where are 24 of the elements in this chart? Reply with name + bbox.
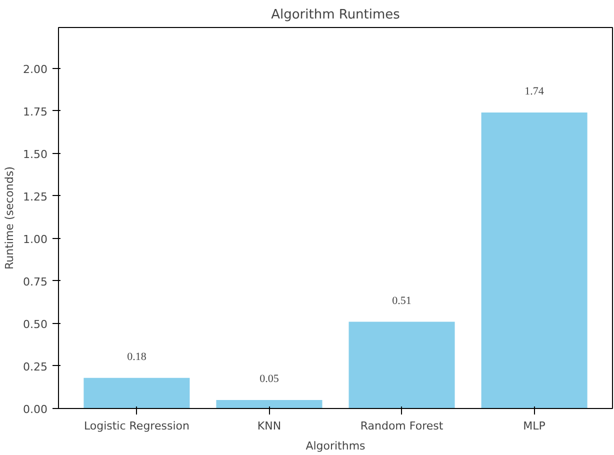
y-tick-label: 0.25	[23, 360, 48, 374]
y-tick-label: 2.00	[23, 62, 48, 76]
data-label: 0.05	[260, 372, 280, 385]
bar	[216, 400, 322, 408]
x-tick-label: KNN	[257, 420, 282, 432]
x-tick-label: MLP	[523, 420, 546, 432]
y-tick-label: 1.00	[23, 232, 48, 246]
y-axis-title: Runtime (seconds)	[3, 166, 16, 270]
y-tick-label: 1.25	[23, 190, 48, 204]
y-tick-label: 1.50	[23, 148, 48, 161]
y-tick-label: 0.00	[23, 403, 48, 416]
x-tick-label: Random Forest	[360, 420, 444, 432]
bar	[84, 378, 190, 408]
bar	[348, 322, 455, 408]
data-label: 0.18	[127, 350, 147, 363]
x-tick-label: Logistic Regression	[84, 420, 190, 432]
y-tick-label: 0.50	[23, 318, 48, 331]
bar	[481, 112, 588, 408]
chart-title: Algorithm Runtimes	[271, 8, 400, 22]
y-tick-label: 0.75	[23, 275, 48, 288]
x-axis-title: Algorithms	[306, 440, 366, 452]
data-label: 0.51	[392, 294, 412, 307]
data-label: 1.74	[524, 86, 544, 98]
y-tick-label: 1.75	[23, 105, 48, 118]
